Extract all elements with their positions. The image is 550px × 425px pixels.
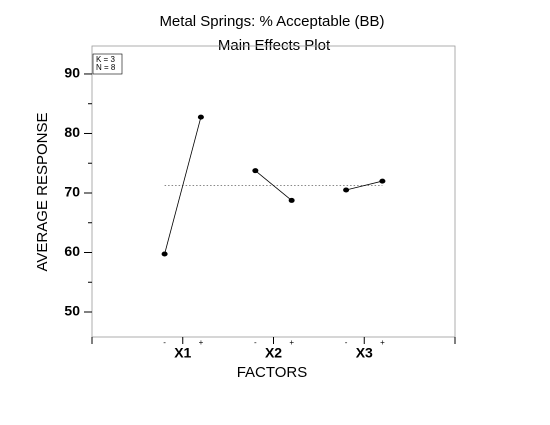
effect-line bbox=[346, 180, 383, 191]
plot-frame bbox=[91, 45, 456, 338]
factor-label: X1 bbox=[174, 345, 191, 361]
level-label: + bbox=[289, 338, 294, 347]
point bbox=[252, 168, 259, 174]
level-label: - bbox=[163, 338, 166, 347]
y-tick-label: 90 bbox=[64, 65, 80, 81]
point bbox=[379, 178, 386, 184]
x-axis-label: FACTORS bbox=[237, 364, 308, 381]
factor-label: X3 bbox=[356, 345, 373, 361]
chart-subtitle: Main Effects Plot bbox=[218, 37, 331, 54]
level-label: - bbox=[345, 338, 348, 347]
level-label: - bbox=[254, 338, 257, 347]
y-tick-label: 50 bbox=[64, 303, 80, 319]
legend-box bbox=[92, 53, 123, 75]
y-tick-label: 80 bbox=[64, 124, 80, 140]
y-axis-label: AVERAGE RESPONSE bbox=[34, 113, 51, 272]
y-tick-label: 70 bbox=[64, 184, 80, 200]
point bbox=[197, 114, 204, 120]
chart-title: Metal Springs: % Acceptable (BB) bbox=[159, 13, 384, 30]
annotation: K = 3 bbox=[96, 55, 115, 64]
factor-label: X2 bbox=[265, 345, 282, 361]
point bbox=[161, 251, 168, 257]
y-tick-label: 60 bbox=[64, 243, 80, 259]
point bbox=[343, 187, 350, 193]
effect-line bbox=[255, 170, 292, 201]
level-label: + bbox=[380, 338, 385, 347]
effect-line bbox=[164, 117, 202, 255]
point bbox=[288, 197, 295, 203]
level-label: + bbox=[199, 338, 204, 347]
annotation: N = 8 bbox=[96, 63, 116, 72]
